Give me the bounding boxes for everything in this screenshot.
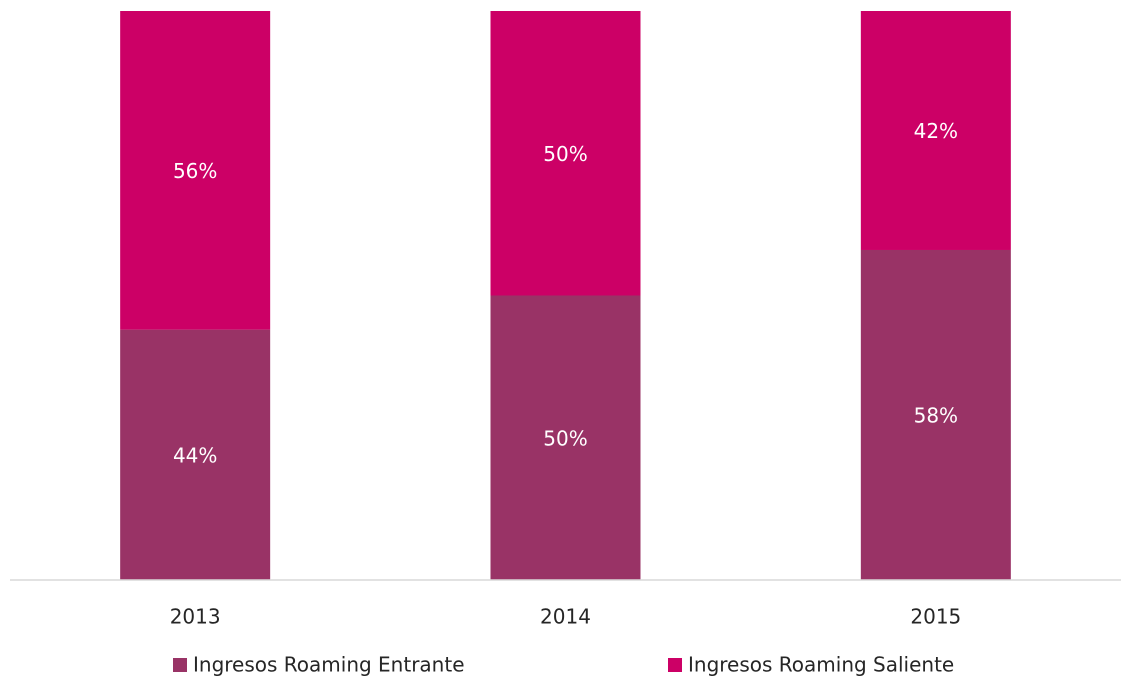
legend-swatch: [173, 658, 187, 672]
bar-segment: [490, 11, 641, 296]
data-label: 50%: [543, 142, 587, 166]
legend-swatch: [668, 658, 682, 672]
bar-segment: [860, 11, 1011, 250]
data-label: 44%: [173, 443, 217, 467]
legend-label: Ingresos Roaming Saliente: [688, 653, 954, 677]
data-label: 58%: [914, 403, 958, 427]
data-label: 42%: [914, 119, 958, 143]
data-label: 56%: [173, 159, 217, 183]
legend-label: Ingresos Roaming Entrante: [193, 653, 465, 677]
bar-segment: [120, 329, 271, 580]
bar-segment: [490, 295, 641, 580]
x-tick-label: 2013: [170, 605, 221, 629]
x-tick-label: 2014: [540, 605, 591, 629]
data-label: 50%: [543, 426, 587, 450]
bar-segment: [120, 11, 271, 330]
bar-segment: [860, 249, 1011, 581]
x-tick-label: 2015: [910, 605, 961, 629]
